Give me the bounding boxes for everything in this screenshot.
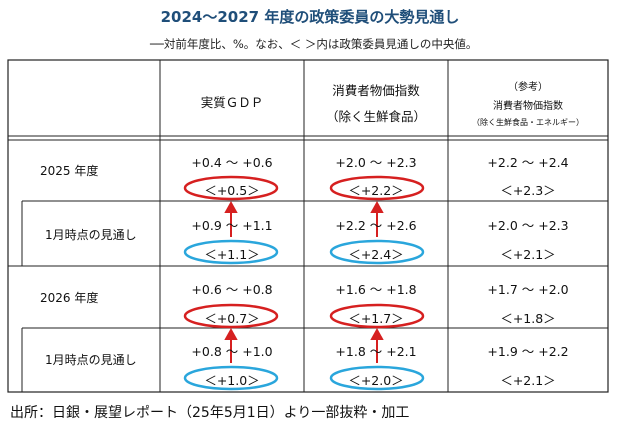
ref-range: +1.7 〜 +2.0 [487, 282, 569, 297]
ref-median: ＜+1.8＞ [500, 311, 556, 326]
cpi-range: +1.8 〜 +2.1 [335, 344, 417, 359]
january-median-highlights [183, 239, 425, 391]
row-label-2026-jan: 1月時点の見通し [45, 353, 137, 367]
cpi-median: ＜+2.4＞ [348, 247, 404, 262]
ref-median: ＜+2.1＞ [500, 247, 556, 262]
cpi-range: +2.0 〜 +2.3 [335, 155, 417, 170]
ref-range: +2.0 〜 +2.3 [487, 218, 569, 233]
cpi-range: +1.6 〜 +1.8 [335, 282, 417, 297]
gdp-median: ＜+1.1＞ [204, 247, 260, 262]
gdp-median: ＜+1.0＞ [204, 373, 260, 388]
cpi-median: ＜+2.2＞ [348, 183, 404, 198]
header-ref-line3: （除く生鮮食品・エネルギー） [472, 118, 584, 127]
header-ref-line2: 消費者物価指数 [493, 101, 563, 112]
cpi-median: ＜+2.0＞ [348, 373, 404, 388]
page-title: 2024〜2027 年度の政策委員の大勢見通し [160, 8, 460, 26]
gdp-range: +0.6 〜 +0.8 [191, 282, 273, 297]
current-median-highlights [183, 175, 425, 329]
row-label-2025: 2025 年度 [40, 164, 99, 178]
revision-arrows [224, 200, 384, 363]
cpi-median: ＜+1.7＞ [348, 311, 404, 326]
gdp-median: ＜+0.5＞ [204, 183, 260, 198]
row-label-2026: 2026 年度 [40, 291, 99, 305]
ref-median: ＜+2.3＞ [500, 183, 556, 198]
ref-range: +2.2 〜 +2.4 [487, 155, 569, 170]
gdp-range: +0.4 〜 +0.6 [191, 155, 273, 170]
header-ref-line1: （参考） [508, 82, 548, 93]
header-gdp: 実質ＧＤＰ [200, 95, 264, 110]
gdp-range: +0.9 〜 +1.1 [191, 218, 273, 233]
gdp-range: +0.8 〜 +1.0 [191, 344, 273, 359]
header-cpi-line2: （除く生鮮食品） [325, 109, 426, 124]
ref-range: +1.9 〜 +2.2 [487, 344, 569, 359]
header-cpi-line1: 消費者物価指数 [332, 83, 420, 98]
ref-median: ＜+2.1＞ [500, 373, 556, 388]
row-label-2025-jan: 1月時点の見通し [45, 228, 137, 242]
cpi-range: +2.2 〜 +2.6 [335, 218, 417, 233]
gdp-median: ＜+0.7＞ [204, 311, 260, 326]
table-note: ──対前年度比、%。なお、＜ ＞内は政策委員見通しの中央値。 [150, 37, 478, 51]
source-note: 出所：日銀・展望レポート（25年5月1日）より一部抜粋・加工 [10, 405, 410, 421]
